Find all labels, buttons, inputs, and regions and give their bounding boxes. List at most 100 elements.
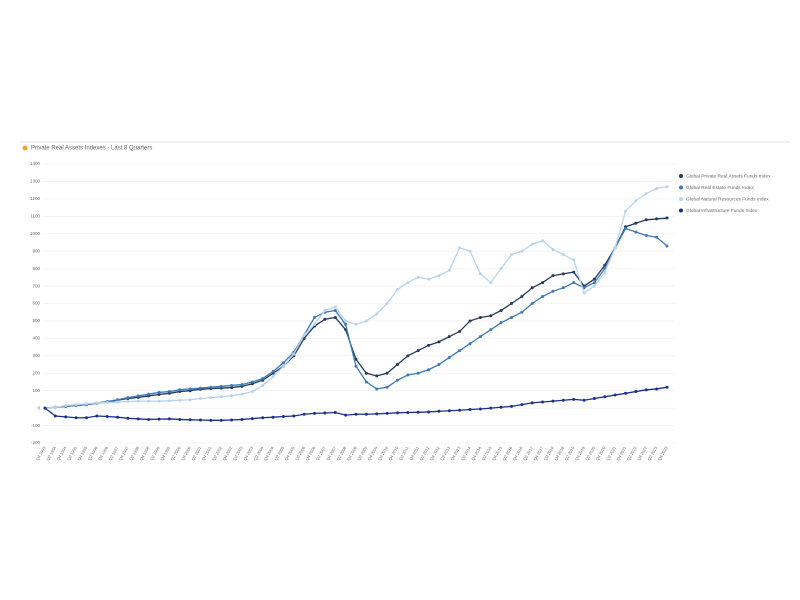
data-point bbox=[240, 417, 244, 421]
data-point bbox=[209, 385, 213, 389]
legend-label: Global Infrastructure Funds Index bbox=[686, 208, 758, 214]
data-point bbox=[634, 390, 638, 394]
data-point bbox=[313, 322, 317, 326]
data-point bbox=[281, 361, 285, 365]
data-point bbox=[520, 310, 524, 314]
data-point bbox=[126, 396, 130, 400]
data-point bbox=[84, 402, 88, 406]
data-point bbox=[478, 407, 482, 411]
data-point bbox=[634, 199, 638, 203]
data-point bbox=[458, 349, 462, 353]
data-point bbox=[437, 340, 441, 344]
data-point bbox=[74, 403, 78, 407]
data-point bbox=[271, 415, 275, 419]
data-point bbox=[53, 414, 57, 418]
series-line bbox=[44, 217, 668, 409]
data-point bbox=[364, 371, 368, 375]
data-point bbox=[188, 418, 192, 422]
data-point bbox=[458, 408, 462, 412]
data-point bbox=[385, 302, 389, 305]
data-point bbox=[592, 281, 596, 285]
data-point bbox=[499, 308, 503, 312]
data-point bbox=[178, 388, 182, 392]
data-point bbox=[167, 399, 171, 403]
data-point bbox=[551, 399, 555, 403]
data-point bbox=[592, 284, 596, 288]
data-point bbox=[116, 398, 120, 402]
data-point bbox=[447, 356, 451, 360]
data-point bbox=[447, 268, 451, 272]
legend-marker bbox=[679, 208, 683, 213]
data-point bbox=[561, 272, 565, 276]
data-point bbox=[644, 192, 648, 196]
data-point bbox=[592, 277, 596, 281]
data-point bbox=[240, 383, 244, 387]
data-point bbox=[199, 397, 202, 401]
data-point bbox=[105, 414, 109, 418]
data-point bbox=[364, 319, 368, 323]
y-tick-label: 300 bbox=[32, 353, 40, 358]
data-point bbox=[478, 272, 482, 276]
data-point bbox=[510, 302, 513, 305]
data-point bbox=[281, 364, 285, 368]
data-point bbox=[375, 412, 379, 416]
data-point bbox=[592, 397, 596, 401]
data-point bbox=[354, 412, 358, 416]
data-point bbox=[136, 417, 140, 421]
data-point bbox=[219, 418, 223, 422]
data-point bbox=[147, 399, 151, 403]
data-point bbox=[499, 267, 503, 271]
data-point bbox=[333, 308, 337, 312]
data-point bbox=[406, 354, 410, 358]
data-point bbox=[395, 411, 399, 415]
data-point bbox=[406, 373, 410, 377]
data-point bbox=[333, 305, 337, 309]
data-point bbox=[447, 335, 451, 339]
data-point bbox=[188, 387, 192, 391]
data-point bbox=[157, 393, 161, 397]
y-tick-label: 1100 bbox=[30, 214, 40, 219]
data-point bbox=[541, 295, 545, 299]
data-point bbox=[551, 289, 555, 293]
data-point bbox=[53, 405, 57, 409]
data-point bbox=[313, 411, 317, 415]
data-point bbox=[634, 230, 638, 234]
data-point bbox=[603, 395, 607, 399]
data-point bbox=[261, 383, 265, 387]
data-point bbox=[489, 314, 493, 318]
data-point bbox=[530, 401, 534, 405]
data-point bbox=[510, 404, 513, 408]
data-point bbox=[541, 400, 545, 404]
data-point bbox=[468, 319, 472, 323]
data-point bbox=[344, 322, 348, 326]
data-point bbox=[530, 242, 534, 246]
data-point bbox=[250, 417, 254, 421]
data-point bbox=[116, 400, 120, 404]
data-point bbox=[261, 416, 265, 420]
data-point bbox=[157, 390, 161, 394]
data-point bbox=[354, 357, 358, 361]
y-tick-label: 100 bbox=[32, 388, 40, 393]
data-point bbox=[95, 401, 99, 405]
data-point bbox=[354, 364, 358, 368]
data-point bbox=[230, 386, 234, 390]
data-point bbox=[551, 247, 555, 251]
y-tick-label: 0 bbox=[37, 405, 40, 410]
data-point bbox=[427, 277, 431, 281]
data-point bbox=[116, 415, 120, 419]
data-point bbox=[230, 394, 234, 398]
y-tick-label: -200 bbox=[31, 440, 41, 445]
x-tick-label: Q4 2023 bbox=[657, 445, 669, 461]
data-point bbox=[624, 391, 628, 395]
y-tick-label: 200 bbox=[32, 370, 40, 375]
y-tick-label: 800 bbox=[32, 266, 40, 271]
data-point bbox=[157, 417, 161, 421]
data-point bbox=[561, 253, 565, 257]
y-tick-label: 1400 bbox=[30, 161, 41, 166]
y-tick-label: 1300 bbox=[30, 179, 41, 184]
data-point bbox=[43, 406, 47, 410]
data-point bbox=[582, 291, 586, 295]
data-point bbox=[261, 376, 265, 380]
data-point bbox=[219, 395, 223, 399]
data-point bbox=[665, 385, 669, 389]
